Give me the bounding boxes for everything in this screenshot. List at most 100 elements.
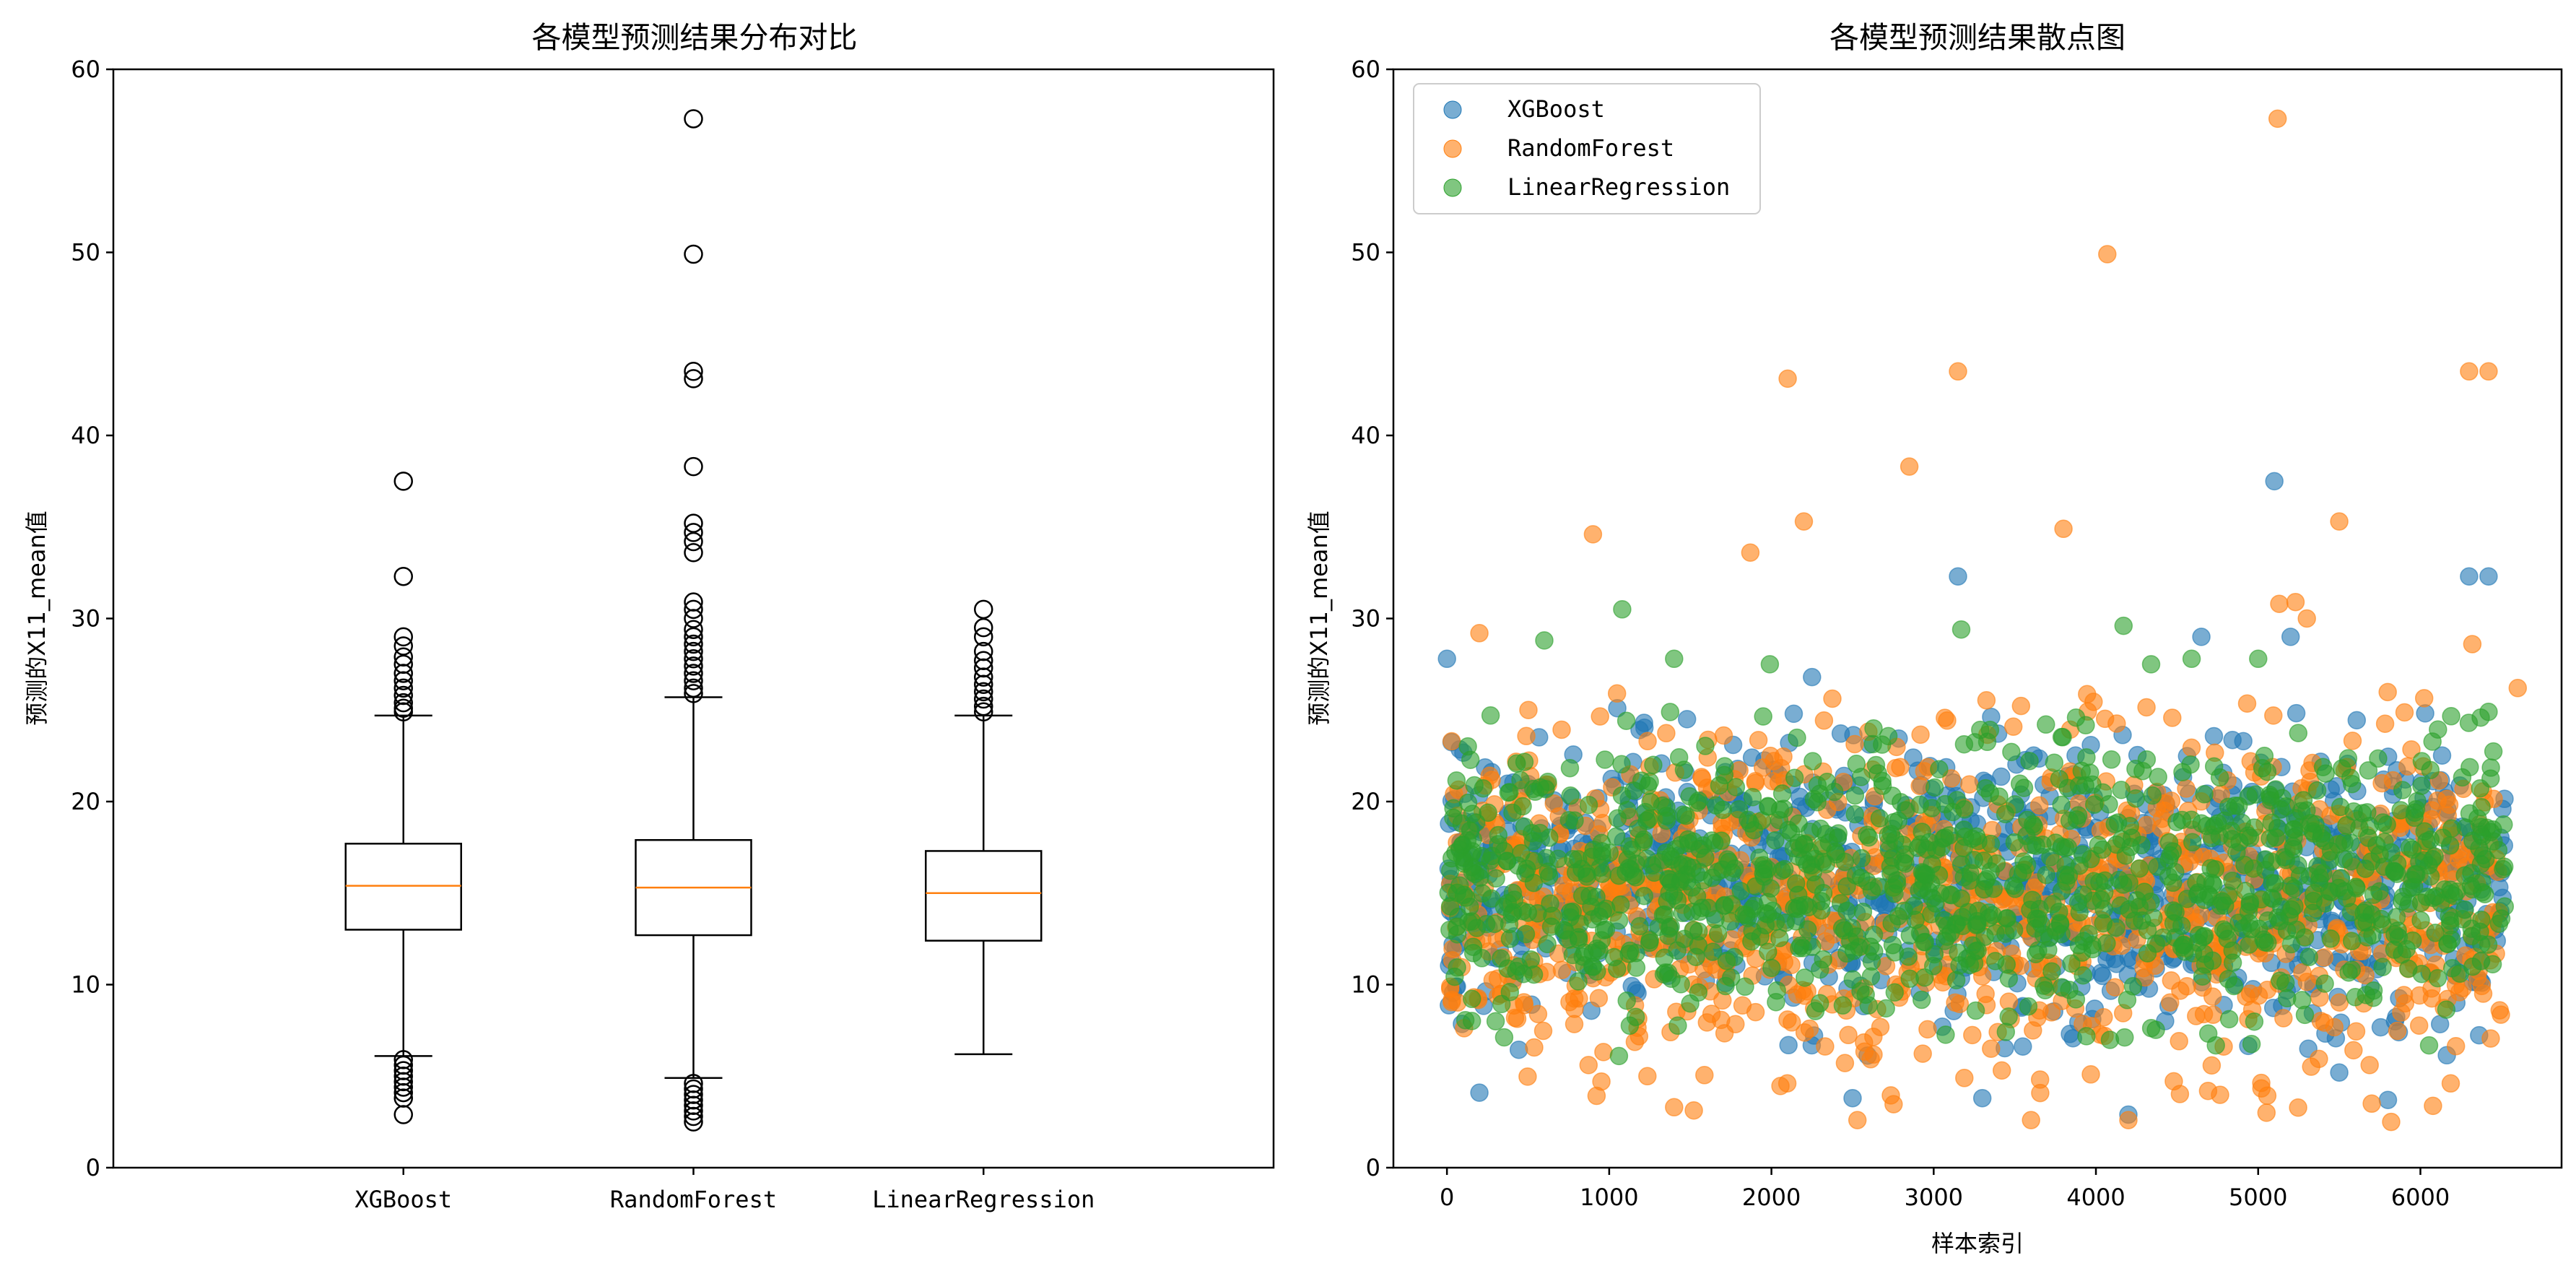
- scatter-point: [1798, 854, 1816, 874]
- scatter-point: [2335, 833, 2354, 851]
- scatter-point: [2003, 717, 2023, 737]
- scatter-point: [1661, 703, 1680, 721]
- scatter-point: [1887, 871, 1907, 890]
- scatter-point: [2081, 849, 2100, 869]
- scatter-point: [1800, 1019, 1819, 1038]
- scatter-point: [2098, 245, 2117, 264]
- scatter-point: [1699, 898, 1718, 918]
- scatter-point: [2105, 978, 2125, 997]
- scatter-point: [2268, 109, 2287, 129]
- scatter-point: [2198, 1081, 2218, 1101]
- scatter-point: [1713, 800, 1733, 820]
- scatter-point: [2399, 894, 2419, 913]
- scatter-point: [1509, 1040, 1528, 1059]
- scatter-point: [1677, 710, 1697, 729]
- scatter-point: [2019, 997, 2038, 1016]
- scatter-y-ticks: 0 10 20 30 40 50 60: [1351, 56, 1393, 1181]
- scatter-point: [1775, 859, 1794, 879]
- scatter-point: [2203, 1005, 2223, 1024]
- scatter-point: [1729, 799, 1749, 819]
- scatter-point: [2102, 750, 2121, 769]
- scatter-point: [1882, 913, 1901, 933]
- scatter-point: [2074, 885, 2093, 904]
- scatter-point: [2066, 708, 2086, 727]
- scatter-point: [1572, 886, 1592, 906]
- scatter-point: [1632, 771, 1651, 790]
- scatter-point: [2395, 703, 2414, 722]
- scatter-point: [2054, 519, 2073, 539]
- scatter-point: [2490, 1001, 2510, 1020]
- scatter-point: [1855, 1033, 1874, 1052]
- scatter-point: [1609, 911, 1629, 930]
- scatter-point: [1519, 700, 1538, 719]
- scatter-point: [2315, 1013, 2334, 1032]
- scatter-point: [1741, 814, 1759, 833]
- scatter-point: [2192, 628, 2211, 646]
- scatter-point: [2031, 1083, 2050, 1103]
- outlier-point: [974, 617, 993, 638]
- scatter-point: [2388, 1021, 2407, 1041]
- box-randomforest: [635, 109, 752, 1132]
- scatter-point: [1689, 983, 1708, 1002]
- scatter-point: [2114, 616, 2133, 635]
- scatter-point: [1609, 866, 1628, 885]
- scatter-point: [1758, 905, 1777, 924]
- scatter-point: [2066, 990, 2086, 1009]
- outlier-point: [974, 599, 993, 620]
- scatter-legend: XGBoost RandomForest LinearRegression: [1413, 83, 1761, 214]
- boxplot-y-tick-label: 20: [71, 788, 100, 815]
- outlier-point: [393, 472, 413, 491]
- scatter-point: [1785, 768, 1804, 787]
- scatter-point: [2114, 875, 2133, 894]
- scatter-point: [1442, 732, 1461, 751]
- scatter-point: [1936, 708, 1954, 727]
- scatter-point: [1915, 968, 1934, 987]
- scatter-point: [1612, 755, 1631, 774]
- outlier-point: [393, 1105, 413, 1124]
- scatter-point: [2249, 649, 2268, 669]
- scatter-point: [1905, 896, 1923, 916]
- scatter-point: [2258, 763, 2277, 781]
- scatter-point: [1923, 799, 1941, 817]
- scatter-point: [1961, 864, 1980, 883]
- scatter-point: [2432, 746, 2452, 765]
- scatter-point: [2347, 711, 2367, 730]
- scatter-point: [2162, 791, 2181, 810]
- scatter-point: [2446, 1036, 2466, 1056]
- scatter-panel: 各模型预测结果散点图 0 10 20 30 40 50 60 0 1000 2000 3000 40…: [1305, 20, 2563, 1257]
- scatter-point: [1579, 1056, 1598, 1075]
- scatter-x-axis-label: 样本索引: [1931, 1230, 2024, 1257]
- scatter-point: [2406, 864, 2425, 884]
- scatter-point: [2107, 835, 2126, 854]
- scatter-point: [2421, 867, 2440, 886]
- scatter-point: [1885, 943, 1905, 962]
- outlier-point: [684, 609, 703, 628]
- scatter-point: [1976, 778, 1995, 798]
- scatter-point: [2397, 939, 2416, 959]
- scatter-point: [1796, 968, 1814, 987]
- scatter-point: [1947, 791, 1967, 810]
- scatter-point: [1762, 958, 1781, 978]
- scatter-point: [1816, 854, 1836, 874]
- scatter-point: [1789, 814, 1808, 833]
- scatter-point: [1593, 846, 1611, 865]
- scatter-point: [1492, 949, 1510, 968]
- scatter-point: [2281, 628, 2300, 646]
- scatter-point: [2133, 761, 2152, 781]
- scatter-y-tick-label: 20: [1351, 788, 1380, 815]
- scatter-point: [1661, 847, 1680, 866]
- scatter-series-linearregression: [1439, 600, 2515, 1066]
- scatter-point: [2286, 703, 2306, 723]
- scatter-point: [1684, 832, 1703, 851]
- scatter-point: [2159, 833, 2179, 852]
- scatter-point: [2166, 903, 2185, 921]
- scatter-point: [2141, 655, 2161, 674]
- scatter-point: [2308, 856, 2327, 876]
- scatter-point: [1523, 832, 1543, 851]
- scatter-point: [1592, 1072, 1611, 1091]
- scatter-point: [2052, 795, 2071, 815]
- scatter-x-tick-label: 6000: [2391, 1184, 2450, 1211]
- scatter-point: [2310, 1049, 2328, 1069]
- scatter-point: [2037, 715, 2055, 734]
